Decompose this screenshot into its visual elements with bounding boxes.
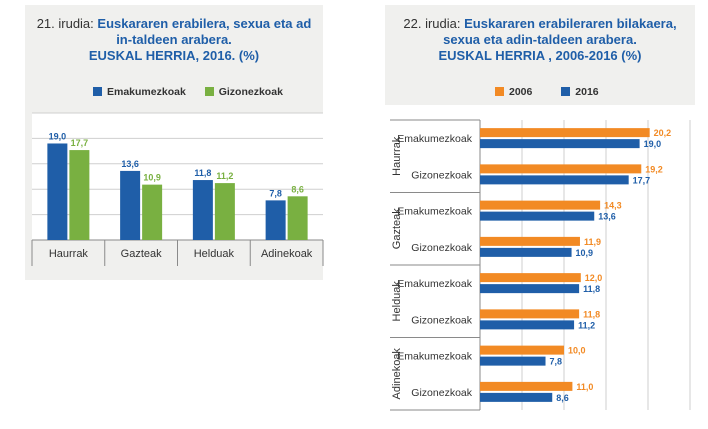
- group-label-helduak: Helduak: [391, 281, 403, 322]
- row-label-emakumezkoak: Emakumezkoak: [397, 351, 472, 363]
- chart-21-legend: Emakumezkoak Gizonezkoak: [93, 86, 283, 98]
- data-label: 10,0: [568, 346, 586, 356]
- chart-22-title-number: 22. irudia:: [403, 16, 461, 31]
- data-label: 12,0: [585, 273, 603, 283]
- data-label: 11,8: [583, 309, 600, 319]
- data-label: 17,7: [633, 175, 651, 185]
- data-label: 14,3: [604, 201, 622, 211]
- data-label: 7,8: [550, 357, 563, 367]
- bar-2016-helduak-emakumezkoak: [480, 284, 580, 294]
- bar-2006-helduak-gizonezkoak: [480, 309, 580, 319]
- bar-2006-gazteak-emakumezkoak: [480, 200, 601, 210]
- row-label-gizonezkoak: Gizonezkoak: [411, 242, 472, 254]
- chart-22-title: 22. irudia: Euskararen erabileraren bila…: [385, 16, 695, 64]
- row-label-gizonezkoak: Gizonezkoak: [411, 387, 472, 399]
- chart-21-title-number: 21. irudia:: [36, 16, 94, 31]
- bar-2006-haurrak-emakumezkoak: [480, 128, 650, 138]
- bar-2016-gazteak-emakumezkoak: [480, 211, 595, 221]
- row-label-emakumezkoak: Emakumezkoak: [397, 206, 472, 218]
- bar-2006-adinekoak-emakumezkoak: [480, 345, 564, 355]
- data-label: 20,2: [654, 128, 672, 138]
- group-label-gazteak: Gazteak: [391, 208, 403, 249]
- legend-swatch-emakumezkoak: [93, 87, 102, 96]
- chart-22-panel: 22. irudia: Euskararen erabileraren bila…: [385, 5, 695, 105]
- legend-swatch-2016: [561, 87, 571, 96]
- group-label-haurrak: Haurrak: [391, 136, 403, 176]
- data-label: 19,0: [644, 139, 662, 149]
- legend-swatch-gizonezkoak: [204, 87, 214, 96]
- bar-2016-adinekoak-emakumezkoak: [480, 356, 546, 366]
- bar-2016-haurrak-gizonezkoak: [480, 175, 629, 185]
- legend-label-2016: 2016: [575, 86, 599, 98]
- data-label: 19,2: [645, 164, 663, 174]
- row-label-emakumezkoak: Emakumezkoak: [397, 278, 472, 290]
- row-label-gizonezkoak: Gizonezkoak: [411, 314, 472, 326]
- plot-area: [385, 105, 695, 410]
- data-label: 11,0: [576, 382, 593, 392]
- data-label: 11,9: [584, 237, 601, 247]
- chart-21-subtitle: EUSKAL HERRIA, 2016. (%): [88, 48, 260, 63]
- row-label-gizonezkoak: Gizonezkoak: [411, 169, 472, 181]
- legend-swatch-2006: [495, 87, 504, 96]
- data-label: 11,8: [583, 284, 600, 294]
- bar-2016-adinekoak-gizonezkoak: [480, 392, 553, 402]
- chart-21-title-text: Euskararen erabilera, sexua eta ad in-tal…: [97, 16, 312, 47]
- chart-22-subtitle: EUSKAL HERRIA , 2006-2016 (%): [438, 48, 642, 63]
- data-label: 8,6: [556, 393, 569, 403]
- legend-label-gizonezkoak: Gizonezkoak: [218, 86, 283, 98]
- group-label-adinekoak: Adinekoak: [391, 348, 403, 400]
- data-label: 13,6: [598, 212, 616, 222]
- legend-label-2006: 2006: [509, 86, 533, 98]
- bar-2016-helduak-gizonezkoak: [480, 320, 575, 330]
- bar-2016-haurrak-emakumezkoak: [480, 139, 640, 149]
- chart-22-title-text: Euskararen erabileraren bilakaera, sexua …: [443, 16, 677, 47]
- bar-2006-haurrak-gizonezkoak: [480, 164, 642, 174]
- chart-21-title: 21. irudia: Euskararen erabilera, sexua …: [25, 16, 323, 64]
- data-label: 10,9: [576, 248, 594, 258]
- chart-22-legend: 2006 2016: [495, 86, 599, 98]
- bar-2006-adinekoak-gizonezkoak: [480, 381, 573, 391]
- row-label-emakumezkoak: Emakumezkoak: [397, 133, 472, 145]
- legend-label-emakumezkoak: Emakumezkoak: [107, 86, 186, 98]
- chart-21-panel: 21. irudia: Euskararen erabilera, sexua …: [25, 5, 323, 280]
- bar-2016-gazteak-gizonezkoak: [480, 247, 572, 257]
- bar-2006-helduak-emakumezkoak: [480, 273, 581, 283]
- data-label: 11,2: [578, 320, 595, 330]
- bar-2006-gazteak-gizonezkoak: [480, 236, 580, 246]
